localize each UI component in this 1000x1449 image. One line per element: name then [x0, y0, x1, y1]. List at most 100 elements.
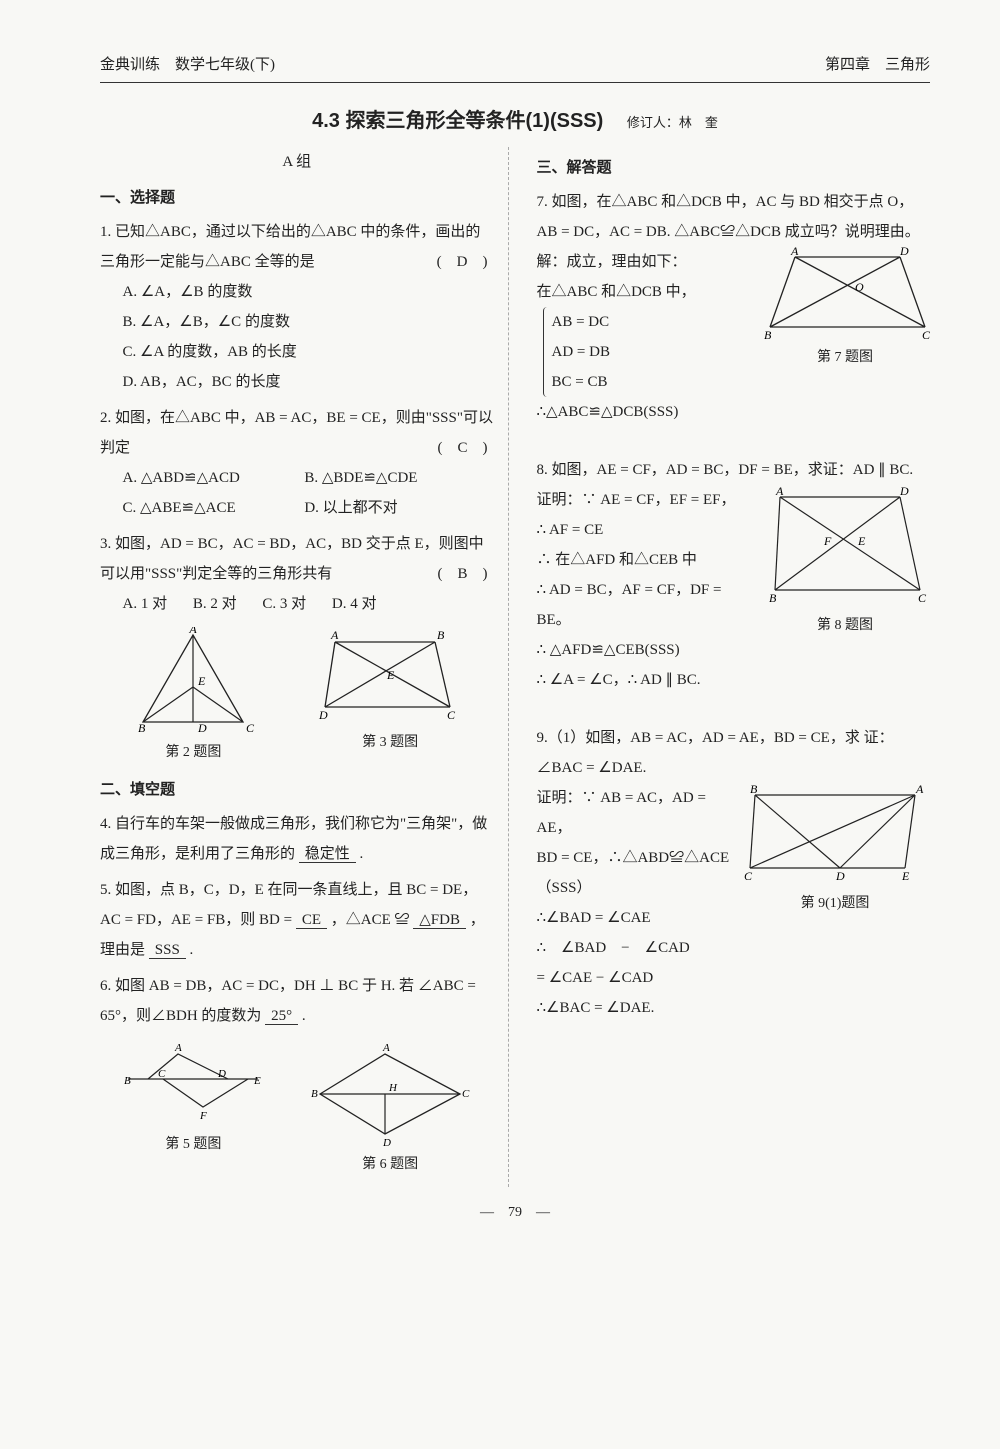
q9-p6: = ∠CAE − ∠CAD — [537, 963, 931, 993]
q1-opt-d: D. AB，AC，BC 的长度 — [123, 367, 494, 397]
svg-text:B: B — [437, 628, 445, 642]
question-1: 1. 已知△ABC，通过以下给出的△ABC 中的条件，画出的三角形一定能与△AB… — [100, 217, 494, 397]
section-1-heading: 一、选择题 — [100, 183, 494, 213]
fig3-caption: 第 3 题图 — [315, 729, 465, 757]
two-column-layout: A 组 一、选择题 1. 已知△ABC，通过以下给出的△ABC 中的条件，画出的… — [100, 147, 930, 1187]
triangle-nested-icon: B A C D E — [740, 783, 930, 888]
fig-5: A B C D E F 第 5 题图 — [118, 1039, 268, 1179]
fig-3: A B D C E 第 3 题图 — [315, 627, 465, 767]
fig-2: A B C D E 第 2 题图 — [128, 627, 258, 767]
q9-p7: ∴∠BAC = ∠DAE. — [537, 993, 931, 1023]
q4-blank: 稳定性 — [299, 846, 356, 863]
fig2-caption: 第 2 题图 — [128, 739, 258, 767]
title-editor: 修订人：林 奎 — [627, 115, 718, 130]
group-a-label: A 组 — [100, 147, 494, 177]
fig8-caption: 第 8 题图 — [760, 612, 930, 640]
question-3: 3. 如图，AD = BC，AC = BD，AC，BD 交于点 E，则图中可以用… — [100, 529, 494, 619]
q9-p5: ∴ ∠BAD − ∠CAD — [537, 933, 931, 963]
svg-text:H: H — [388, 1082, 398, 1094]
fig-7: A D B C O 第 7 题图 — [760, 247, 930, 372]
svg-text:A: A — [382, 1042, 390, 1054]
q3-stem: 3. 如图，AD = BC，AC = BD，AC，BD 交于点 E，则图中可以用… — [100, 536, 484, 582]
svg-text:B: B — [138, 721, 146, 735]
fig-row-2-3: A B C D E 第 2 题图 A B D — [100, 627, 494, 767]
svg-text:D: D — [197, 721, 207, 735]
q1-answer: ( D ) — [437, 247, 488, 277]
section-2-heading: 二、填空题 — [100, 775, 494, 805]
svg-text:D: D — [318, 708, 328, 722]
svg-text:A: A — [174, 1042, 182, 1054]
q3-opt-d: D. 4 对 — [332, 589, 377, 619]
q1-stem: 1. 已知△ABC，通过以下给出的△ABC 中的条件，画出的三角形一定能与△AB… — [100, 224, 480, 270]
triangle-abc-icon: A B C D E — [128, 627, 258, 737]
svg-text:B: B — [750, 783, 758, 796]
svg-text:C: C — [246, 721, 255, 735]
svg-text:B: B — [311, 1088, 318, 1100]
svg-text:A: A — [775, 485, 784, 498]
svg-text:B: B — [764, 328, 772, 342]
fig7-caption: 第 7 题图 — [760, 344, 930, 372]
fig-row-5-6: A B C D E F 第 5 题图 A B C D — [100, 1039, 494, 1179]
section-title: 4.3 探索三角形全等条件(1)(SSS) 修订人：林 奎 — [100, 101, 930, 141]
q3-opt-b: B. 2 对 — [193, 589, 237, 619]
svg-text:D: D — [835, 869, 845, 883]
question-9: 9.（1）如图，AB = AC，AD = AE，BD = CE，求 证：∠BAC… — [537, 723, 931, 1023]
svg-text:E: E — [197, 674, 206, 688]
q2-stem: 2. 如图，在△ABC 中，AB = AC，BE = CE，则由"SSS"可以判… — [100, 410, 493, 456]
left-column: A 组 一、选择题 1. 已知△ABC，通过以下给出的△ABC 中的条件，画出的… — [100, 147, 509, 1187]
q5-blank3: SSS — [149, 942, 186, 959]
q3-opt-a: A. 1 对 — [123, 589, 168, 619]
svg-text:C: C — [158, 1068, 166, 1080]
question-2: 2. 如图，在△ABC 中，AB = AC，BE = CE，则由"SSS"可以判… — [100, 403, 494, 523]
fig-6: A B C D H 第 6 题图 — [305, 1039, 475, 1179]
cross-triangle-icon: A D B C O — [760, 247, 930, 342]
q5-blank1: CE — [296, 912, 327, 929]
svg-text:B: B — [124, 1075, 131, 1087]
fig-9: B A C D E 第 9(1)题图 — [740, 783, 930, 918]
svg-text:F: F — [823, 534, 832, 548]
q1-opt-b: B. ∠A，∠B，∠C 的度数 — [123, 307, 494, 337]
fig9-caption: 第 9(1)题图 — [740, 890, 930, 918]
cross-rect-icon: A D B C E F — [760, 485, 930, 610]
q3-answer: ( B ) — [438, 559, 488, 589]
svg-text:D: D — [382, 1137, 391, 1149]
q8-p6: ∴ ∠A = ∠C，∴ AD ∥ BC. — [537, 665, 931, 695]
question-7: 7. 如图，在△ABC 和△DCB 中，AC 与 BD 相交于点 O，AB = … — [537, 187, 931, 427]
q2-opt-a: A. △ABD≌△ACD — [123, 463, 301, 493]
svg-text:E: E — [253, 1075, 261, 1087]
q5-stem-d: . — [190, 942, 194, 958]
question-8: 8. 如图，AE = CF，AD = BC，DF = BE，求证：AD ∥ BC… — [537, 455, 931, 695]
header-left: 金典训练 数学七年级(下) — [100, 50, 275, 80]
page-number: — 79 — — [100, 1199, 930, 1227]
svg-text:C: C — [447, 708, 456, 722]
svg-text:D: D — [899, 485, 909, 498]
svg-text:A: A — [189, 627, 198, 636]
svg-text:O: O — [855, 280, 864, 294]
q5-blank2: △FDB — [413, 912, 466, 929]
q5-stem-b: ，△ACE ≌ — [331, 912, 410, 928]
q7-stem: 7. 如图，在△ABC 和△DCB 中，AC 与 BD 相交于点 O，AB = … — [537, 187, 931, 247]
svg-text:C: C — [744, 869, 753, 883]
svg-text:C: C — [918, 591, 927, 605]
svg-text:E: E — [386, 668, 395, 682]
svg-text:E: E — [857, 534, 866, 548]
q1-opt-c: C. ∠A 的度数，AB 的长度 — [123, 337, 494, 367]
q7-p3: ∴△ABC≌△DCB(SSS) — [537, 397, 931, 427]
svg-text:F: F — [199, 1110, 207, 1122]
header-right: 第四章 三角形 — [825, 50, 930, 80]
section-3-heading: 三、解答题 — [537, 153, 931, 183]
q8-stem: 8. 如图，AE = CF，AD = BC，DF = BE，求证：AD ∥ BC… — [537, 455, 931, 485]
q9-stem: 9.（1）如图，AB = AC，AD = AE，BD = CE，求 证：∠BAC… — [537, 723, 931, 783]
svg-text:A: A — [790, 247, 799, 258]
q1-opt-a: A. ∠A，∠B 的度数 — [123, 277, 494, 307]
svg-text:A: A — [330, 628, 339, 642]
q2-opt-c: C. △ABE≌△ACE — [123, 493, 301, 523]
q6-stem-b: . — [302, 1008, 306, 1024]
svg-text:E: E — [901, 869, 910, 883]
question-4: 4. 自行车的车架一般做成三角形，我们称它为"三角架"，做成三角形，是利用了三角… — [100, 809, 494, 869]
q4-stem-b: . — [360, 846, 364, 862]
fig5-caption: 第 5 题图 — [118, 1131, 268, 1159]
right-column: 三、解答题 7. 如图，在△ABC 和△DCB 中，AC 与 BD 相交于点 O… — [537, 147, 931, 1187]
kite-icon: A B C D H — [305, 1039, 475, 1149]
question-5: 5. 如图，点 B，C，D，E 在同一条直线上，且 BC = DE，AC = F… — [100, 875, 494, 965]
